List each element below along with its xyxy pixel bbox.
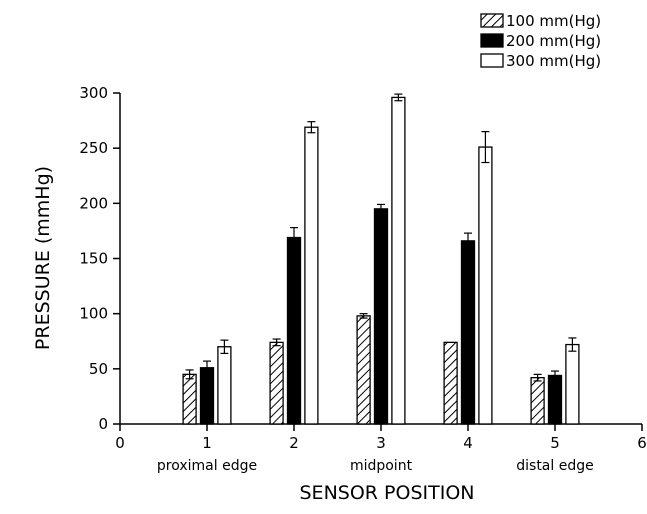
position-labels: proximal edge midpoint distal edge	[157, 458, 594, 474]
y-tick-label: 200	[79, 194, 108, 212]
error-bar	[359, 313, 368, 319]
error-bar	[568, 337, 577, 352]
error-bars	[185, 93, 577, 382]
position-label: proximal edge	[157, 458, 257, 474]
x-axis-title: SENSOR POSITION	[300, 482, 475, 504]
y-tick-label: 300	[79, 84, 108, 102]
bar-series2-pos4	[460, 240, 476, 425]
legend-swatch	[480, 13, 504, 28]
bar-series3-pos1	[217, 346, 232, 425]
error-bar	[185, 369, 194, 380]
bar-series1-pos2	[269, 341, 284, 425]
bar-series1-pos1	[182, 373, 197, 425]
x-tick-label: 2	[289, 434, 299, 452]
legend-label: 100 mm(Hg)	[506, 12, 601, 30]
x-ticks: 0 1 2 3 4 5 6	[115, 424, 647, 452]
x-tick-label: 5	[550, 434, 560, 452]
legend-swatch	[480, 33, 504, 48]
bar-series1-pos4	[443, 341, 458, 425]
error-bar	[290, 227, 298, 249]
bar-series2-pos2	[286, 236, 302, 425]
error-bar	[394, 93, 403, 102]
legend-label: 200 mm(Hg)	[506, 32, 601, 50]
x-tick-label: 6	[637, 434, 647, 452]
bar-series3-pos4	[478, 146, 493, 425]
x-tick-label: 3	[376, 434, 386, 452]
y-ticks: 0 50 100 150 200 250 300	[79, 84, 120, 433]
x-tick-label: 1	[202, 434, 212, 452]
y-tick-label: 100	[79, 305, 108, 323]
legend-label: 300 mm(Hg)	[506, 52, 601, 70]
error-bar	[377, 203, 385, 214]
bar-series3-pos3	[391, 96, 406, 425]
bar-series1-pos3	[356, 315, 371, 425]
x-tick-label: 0	[115, 434, 125, 452]
error-bar	[307, 121, 316, 134]
bars	[182, 96, 580, 425]
position-label: midpoint	[350, 458, 413, 474]
error-bar	[533, 373, 542, 382]
bar-series3-pos5	[565, 343, 580, 425]
error-bar	[203, 360, 211, 375]
bar-series2-pos5	[547, 374, 563, 425]
y-tick-label: 50	[89, 360, 108, 378]
x-tick-label: 4	[463, 434, 473, 452]
bar-series3-pos2	[304, 126, 319, 425]
error-bar	[551, 370, 559, 381]
position-label: distal edge	[516, 458, 593, 474]
y-tick-label: 250	[79, 139, 108, 157]
bar-series1-pos5	[530, 377, 545, 425]
bar-series2-pos3	[373, 208, 389, 425]
legend-swatch	[480, 53, 504, 68]
error-bar	[464, 232, 472, 250]
error-bar	[481, 131, 490, 164]
y-tick-label: 0	[98, 415, 108, 433]
y-axis-title: PRESSURE (mmHg)	[32, 166, 54, 350]
bar-series2-pos1	[199, 367, 215, 425]
error-bar	[272, 338, 281, 347]
legend: 100 mm(Hg) 200 mm(Hg) 300 mm(Hg)	[480, 12, 601, 70]
error-bar	[220, 339, 229, 354]
y-tick-label: 150	[79, 250, 108, 268]
